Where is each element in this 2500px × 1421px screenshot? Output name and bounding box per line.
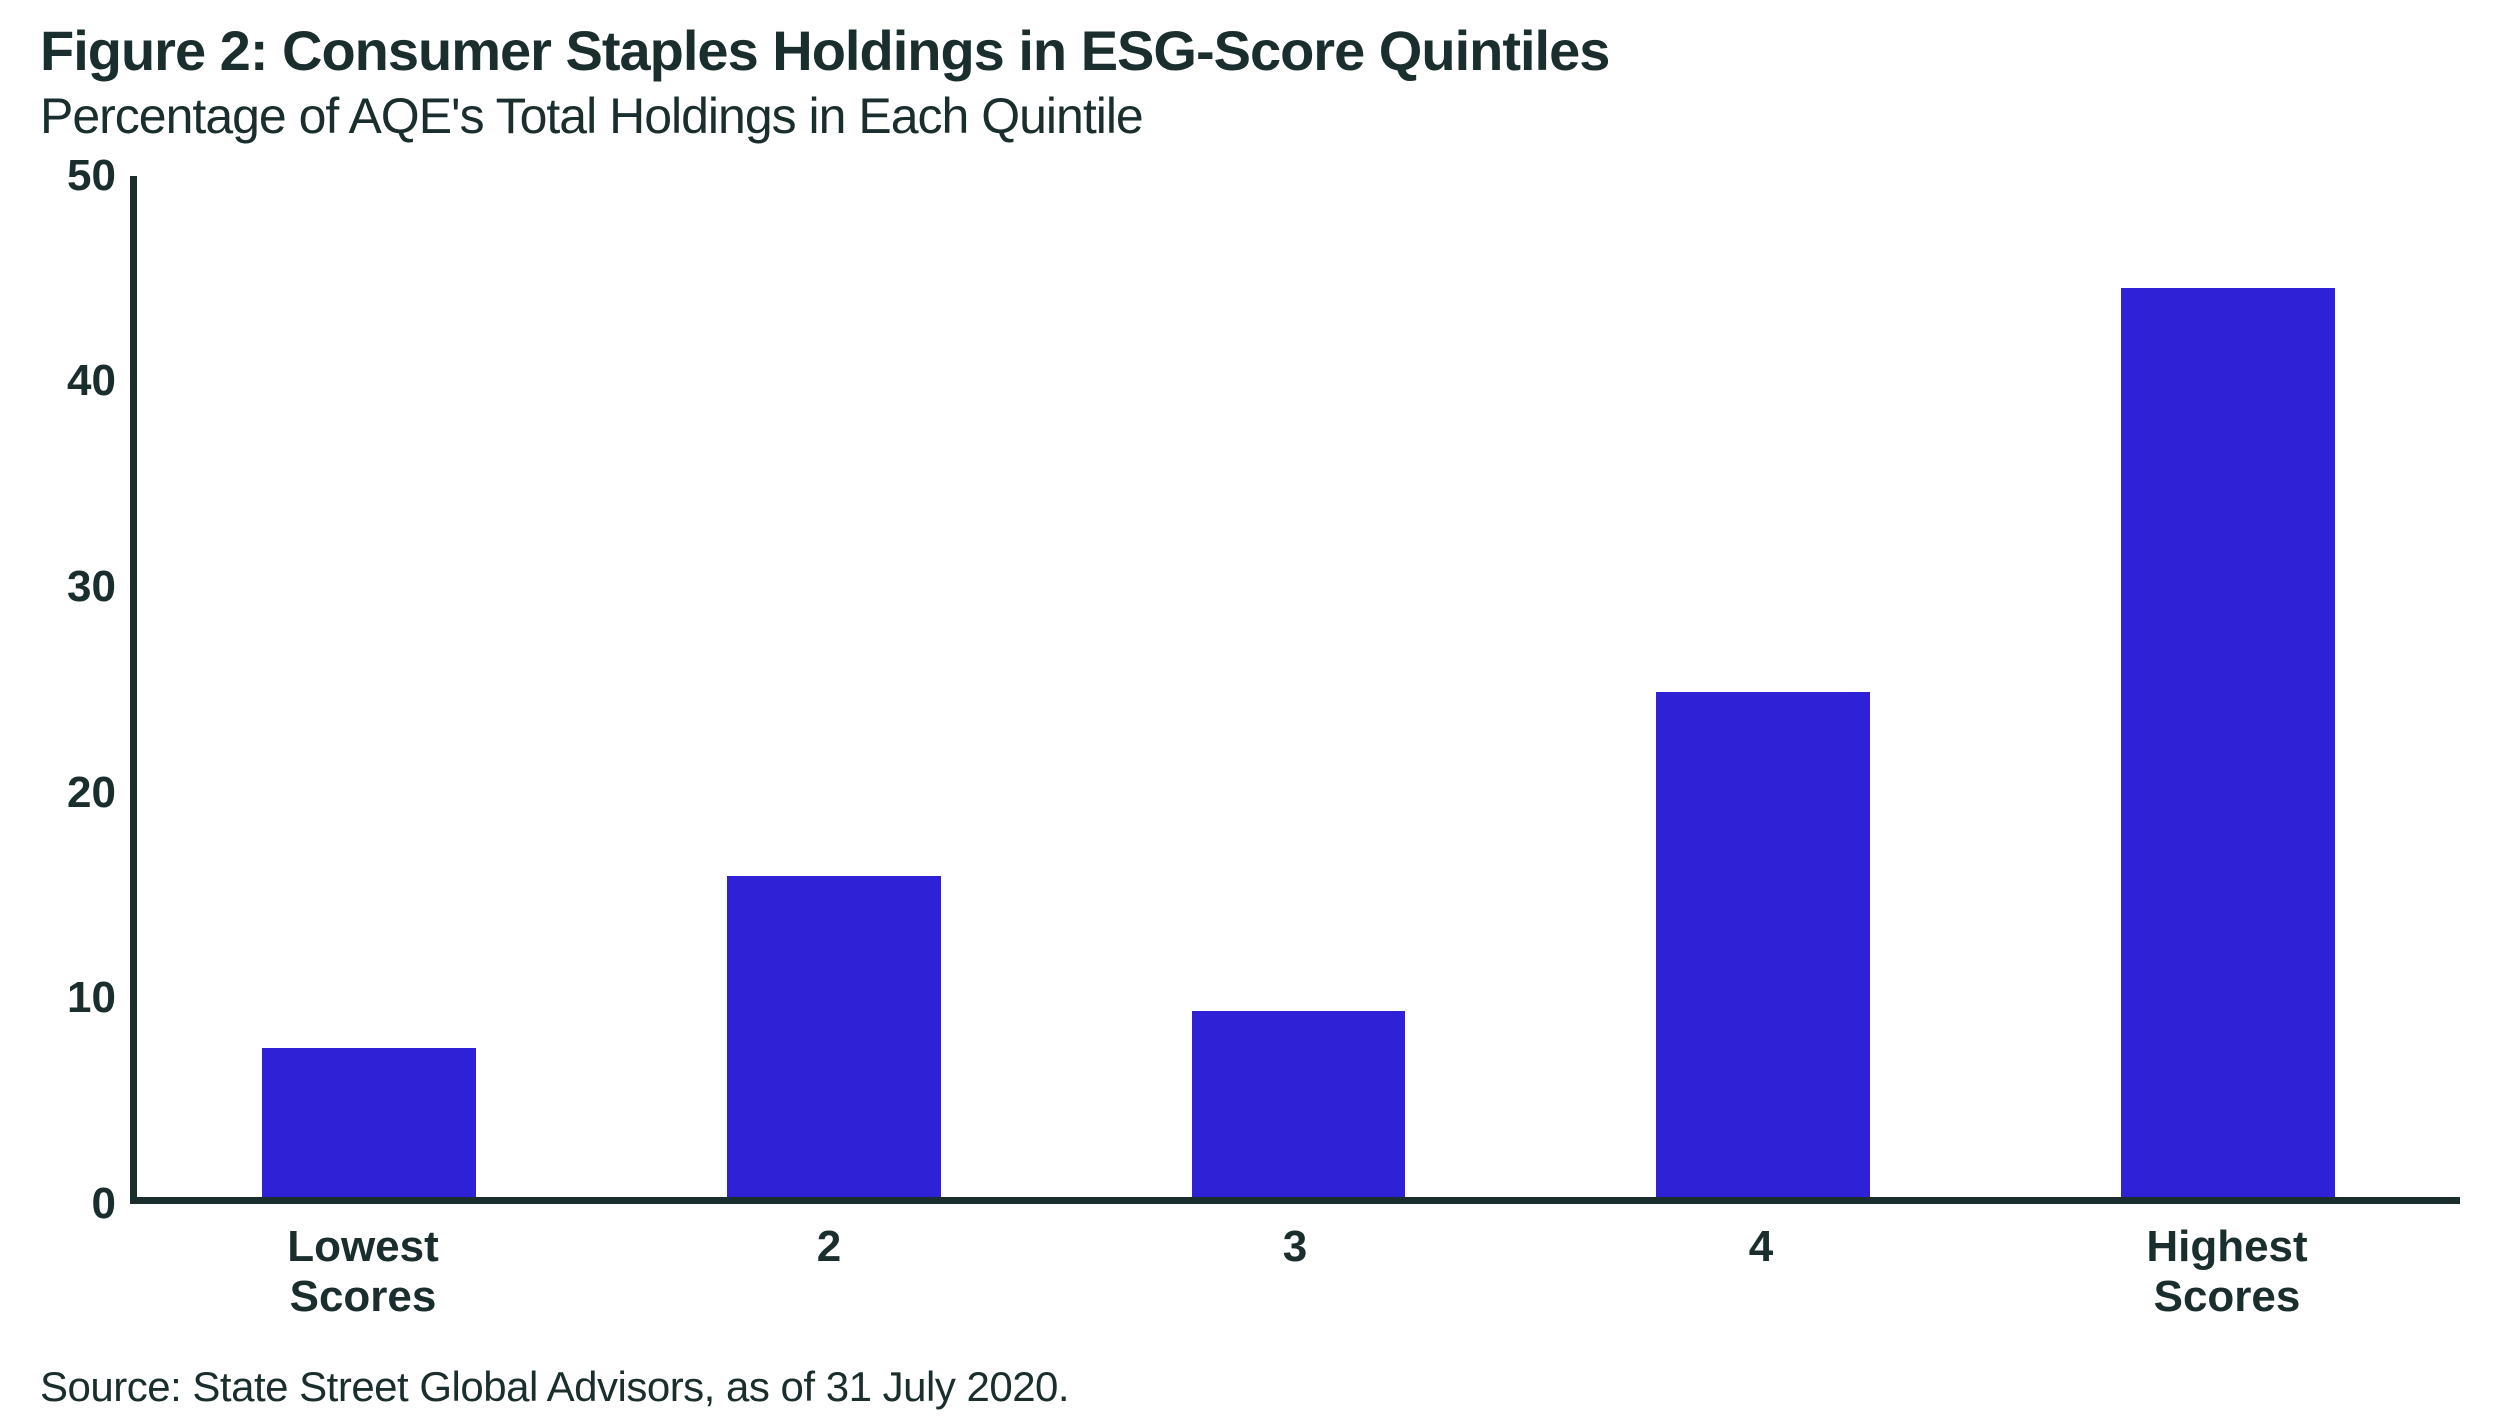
- y-tick-label: 20: [67, 768, 116, 818]
- figure-subtitle: Percentage of AQE's Total Holdings in Ea…: [40, 86, 2460, 146]
- y-tick-label: 50: [67, 151, 116, 201]
- figure-source: Source: State Street Global Advisors, as…: [40, 1363, 2460, 1411]
- y-tick-label: 30: [67, 562, 116, 612]
- x-tick-label: Highest Scores: [1994, 1222, 2460, 1323]
- y-tick-label: 40: [67, 356, 116, 406]
- x-tick-label: 2: [596, 1222, 1062, 1323]
- x-tick-label: Lowest Scores: [130, 1222, 596, 1323]
- y-axis: 01020304050: [40, 176, 130, 1204]
- bar: [262, 1048, 476, 1197]
- bar-slot: [137, 176, 602, 1197]
- y-tick-label: 10: [67, 973, 116, 1023]
- x-tick-label: 3: [1062, 1222, 1528, 1323]
- x-tick-label: 4: [1528, 1222, 1994, 1323]
- bar: [1192, 1011, 1406, 1197]
- y-tick-label: 0: [92, 1179, 116, 1229]
- chart-area: 01020304050 Lowest Scores234Highest Scor…: [40, 176, 2460, 1323]
- x-axis-labels: Lowest Scores234Highest Scores: [130, 1204, 2460, 1323]
- bar-slot: [602, 176, 1067, 1197]
- bar: [1656, 692, 1870, 1196]
- bars-container: [137, 176, 2460, 1197]
- plot-area: [130, 176, 2460, 1204]
- x-axis-row: Lowest Scores234Highest Scores: [40, 1204, 2460, 1323]
- bar-slot: [1995, 176, 2460, 1197]
- bar: [2121, 288, 2335, 1197]
- figure-container: Figure 2: Consumer Staples Holdings in E…: [0, 0, 2500, 1421]
- plot-row: 01020304050: [40, 176, 2460, 1204]
- bar-slot: [1066, 176, 1531, 1197]
- bar: [727, 876, 941, 1197]
- x-axis-spacer: [40, 1204, 130, 1323]
- bar-slot: [1531, 176, 1996, 1197]
- figure-title: Figure 2: Consumer Staples Holdings in E…: [40, 20, 2460, 82]
